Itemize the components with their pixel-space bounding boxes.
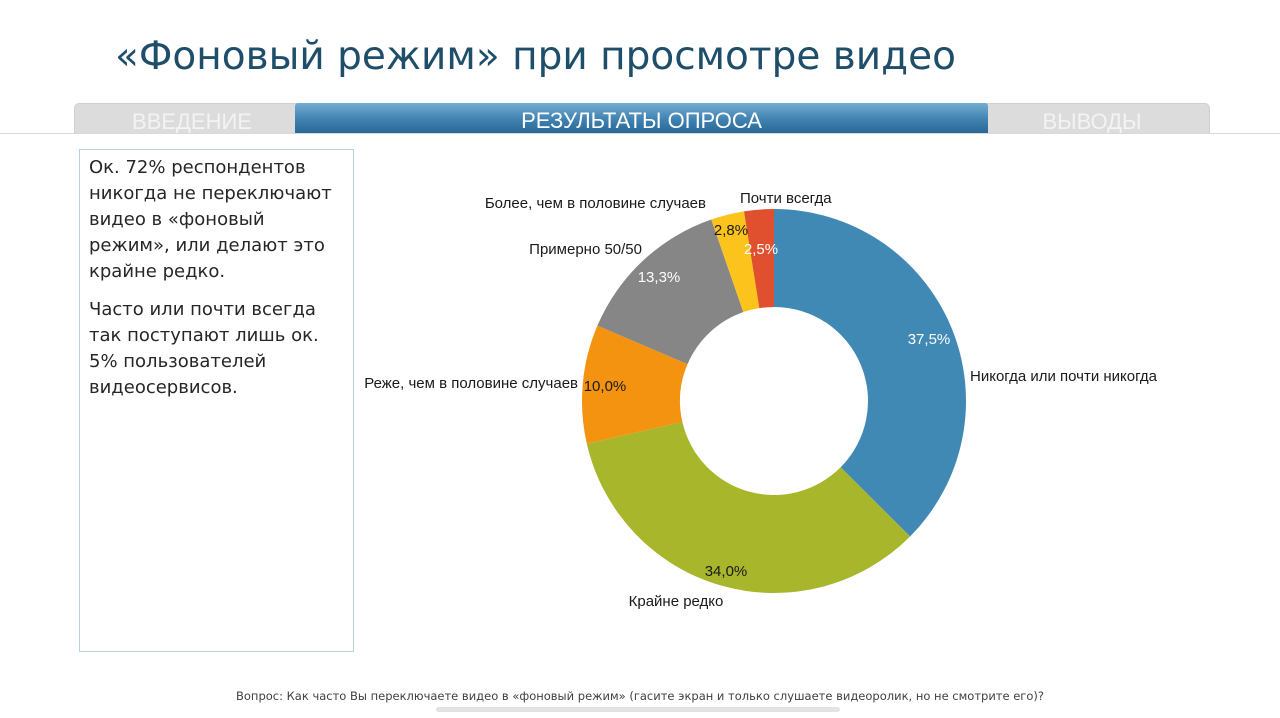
slice-more-than-half — [711, 211, 760, 313]
donut-chart: 37,5% Никогда или почти никогда 34,0% Крайн… — [364, 190, 1158, 610]
data-label-almost-always: 2,5% — [744, 241, 778, 258]
category-label-never: Никогда или почти никогда — [970, 368, 1158, 385]
horizontal-scrollbar[interactable] — [436, 707, 840, 712]
category-label-fifty-fifty: Примерно 50/50 — [529, 241, 642, 258]
tab-divider — [0, 133, 1280, 134]
slice-less-than-half — [582, 325, 688, 444]
data-label-less-than-half: 10,0% — [584, 378, 627, 395]
tab-conclusions[interactable]: ВЫВОДЫ — [974, 103, 1210, 133]
tab-survey-results[interactable]: РЕЗУЛЬТАТЫ ОПРОСА — [295, 103, 988, 133]
data-label-fifty-fifty: 13,3% — [638, 269, 681, 286]
summary-textbox: Ок. 72% респондентов никогда не переключ… — [79, 149, 354, 652]
category-label-rarely: Крайне редко — [629, 593, 724, 610]
summary-paragraph-2: Часто или почти всегда так поступают лиш… — [89, 299, 319, 398]
slice-fifty-fifty — [597, 219, 744, 365]
data-label-more-than-half: 2,8% — [714, 222, 748, 239]
slice-rarely — [586, 421, 911, 593]
data-label-never: 37,5% — [908, 331, 951, 348]
category-label-almost-always: Почти всегда — [740, 190, 832, 207]
slice-almost-always — [743, 209, 774, 309]
tab-introduction[interactable]: ВВЕДЕНИЕ — [74, 103, 310, 133]
slice-never — [774, 209, 966, 537]
slide-title: «Фоновый режим» при просмотре видео — [115, 34, 956, 79]
category-label-more-than-half: Более, чем в половине случаев — [485, 195, 706, 212]
survey-question-footnote: Вопрос: Как часто Вы переключаете видео … — [236, 689, 1044, 703]
data-label-rarely: 34,0% — [705, 563, 748, 580]
category-label-less-than-half: Реже, чем в половине случаев — [364, 375, 578, 392]
summary-paragraph-1: Ок. 72% респондентов никогда не переключ… — [89, 157, 332, 282]
